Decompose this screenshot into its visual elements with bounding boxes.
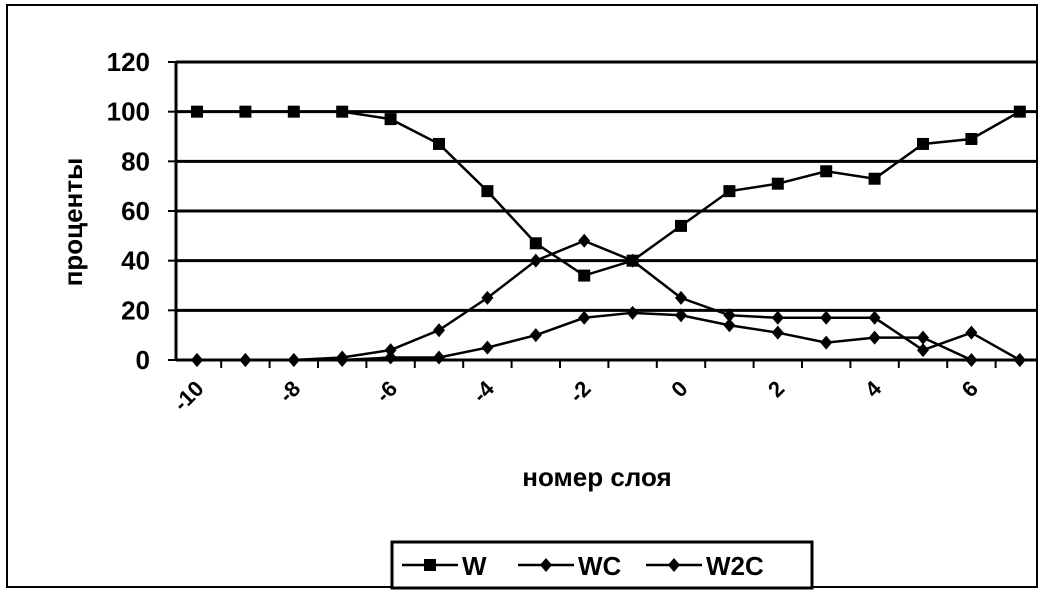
series-w2c bbox=[191, 305, 1026, 367]
data-point-w bbox=[384, 113, 397, 126]
x-tick-label: 4 bbox=[860, 375, 887, 402]
x-tick-label: 0 bbox=[666, 376, 692, 402]
data-point-w bbox=[481, 185, 494, 198]
series-line-wc bbox=[197, 239, 1021, 362]
legend-label-wc: WC bbox=[578, 551, 622, 581]
data-point-w bbox=[239, 105, 252, 118]
data-point-wc bbox=[481, 290, 494, 305]
data-point-wc bbox=[771, 310, 784, 325]
x-axis: -10 -8 -6 -4 -2 0 2 4 6 bbox=[168, 358, 1036, 416]
y-tick-label: 0 bbox=[136, 345, 150, 375]
x-tick-label: 2 bbox=[763, 376, 789, 402]
data-point-w2c bbox=[626, 305, 639, 320]
x-tick-label: -8 bbox=[274, 376, 306, 408]
data-point-w2c bbox=[965, 353, 978, 367]
data-point-w2c bbox=[675, 308, 687, 323]
y-tick-label: 100 bbox=[107, 97, 150, 127]
legend-box bbox=[390, 540, 814, 590]
data-point-w bbox=[191, 105, 203, 118]
data-point-wc bbox=[965, 325, 978, 340]
data-point-w bbox=[287, 105, 300, 118]
data-point-w2c bbox=[481, 340, 494, 355]
data-point-w bbox=[965, 132, 978, 145]
data-point-w bbox=[723, 185, 736, 198]
series-wc bbox=[191, 233, 1026, 367]
data-point-w2c bbox=[336, 353, 349, 367]
data-point-w bbox=[675, 219, 687, 232]
data-point-w2c bbox=[917, 330, 929, 345]
legend-marker-w bbox=[424, 559, 436, 571]
data-point-w bbox=[433, 137, 445, 150]
data-point-w bbox=[917, 137, 929, 150]
data-point-w bbox=[820, 165, 833, 178]
x-tick-label: -4 bbox=[467, 375, 499, 407]
data-point-w2c bbox=[433, 350, 445, 365]
data-point-w bbox=[771, 177, 784, 190]
data-point-w bbox=[1013, 105, 1026, 118]
x-axis-label: номер слоя bbox=[522, 462, 671, 492]
data-point-w2c bbox=[239, 353, 252, 367]
data-point-w2c bbox=[723, 318, 736, 333]
y-axis: 0 20 40 60 80 100 120 bbox=[107, 47, 178, 375]
data-point-wc bbox=[675, 290, 687, 305]
x-tick-label: -2 bbox=[564, 376, 596, 408]
legend-marker-w2c bbox=[668, 558, 680, 572]
y-tick-label: 20 bbox=[121, 295, 150, 325]
data-point-wc bbox=[868, 310, 881, 325]
data-point-wc bbox=[723, 308, 736, 323]
data-point-wc bbox=[529, 253, 542, 268]
y-tick-label: 60 bbox=[121, 196, 150, 226]
legend: W WC W2C bbox=[390, 540, 814, 590]
data-point-w2c bbox=[868, 330, 881, 345]
series-line-w2c bbox=[197, 311, 1020, 362]
data-point-w2c bbox=[1013, 353, 1026, 367]
y-tick-label: 120 bbox=[107, 47, 150, 77]
y-axis-label: проценты bbox=[58, 158, 88, 287]
data-point-w2c bbox=[384, 350, 397, 365]
data-point-w bbox=[336, 105, 349, 118]
gridlines bbox=[176, 60, 1036, 312]
y-tick-label: 80 bbox=[121, 146, 150, 176]
data-point-wc bbox=[626, 253, 639, 268]
series-w bbox=[191, 105, 1026, 282]
data-point-wc bbox=[820, 310, 833, 325]
data-point-w2c bbox=[820, 335, 833, 350]
x-tick-label: -6 bbox=[371, 376, 403, 408]
data-point-w2c bbox=[578, 310, 591, 325]
legend-label-w: W bbox=[462, 551, 487, 581]
data-point-w2c bbox=[771, 325, 784, 340]
legend-label-w2c: W2C bbox=[706, 551, 764, 581]
y-tick-label: 40 bbox=[121, 246, 150, 276]
x-tick-label: -10 bbox=[168, 376, 208, 416]
data-point-wc bbox=[917, 343, 929, 358]
data-point-wc bbox=[578, 233, 591, 248]
data-point-w bbox=[529, 237, 542, 250]
data-point-wc bbox=[433, 323, 445, 338]
legend-marker-wc bbox=[540, 558, 552, 572]
data-point-w2c bbox=[191, 353, 203, 367]
series-line-w bbox=[197, 110, 1021, 277]
data-point-wc bbox=[384, 343, 397, 358]
data-point-w bbox=[868, 172, 881, 185]
chart-frame bbox=[6, 4, 1038, 588]
data-point-w bbox=[578, 269, 591, 282]
data-point-w2c bbox=[529, 328, 542, 343]
x-tick-label: 6 bbox=[957, 376, 983, 402]
data-point-w2c bbox=[287, 353, 300, 367]
series-group bbox=[191, 105, 1026, 367]
